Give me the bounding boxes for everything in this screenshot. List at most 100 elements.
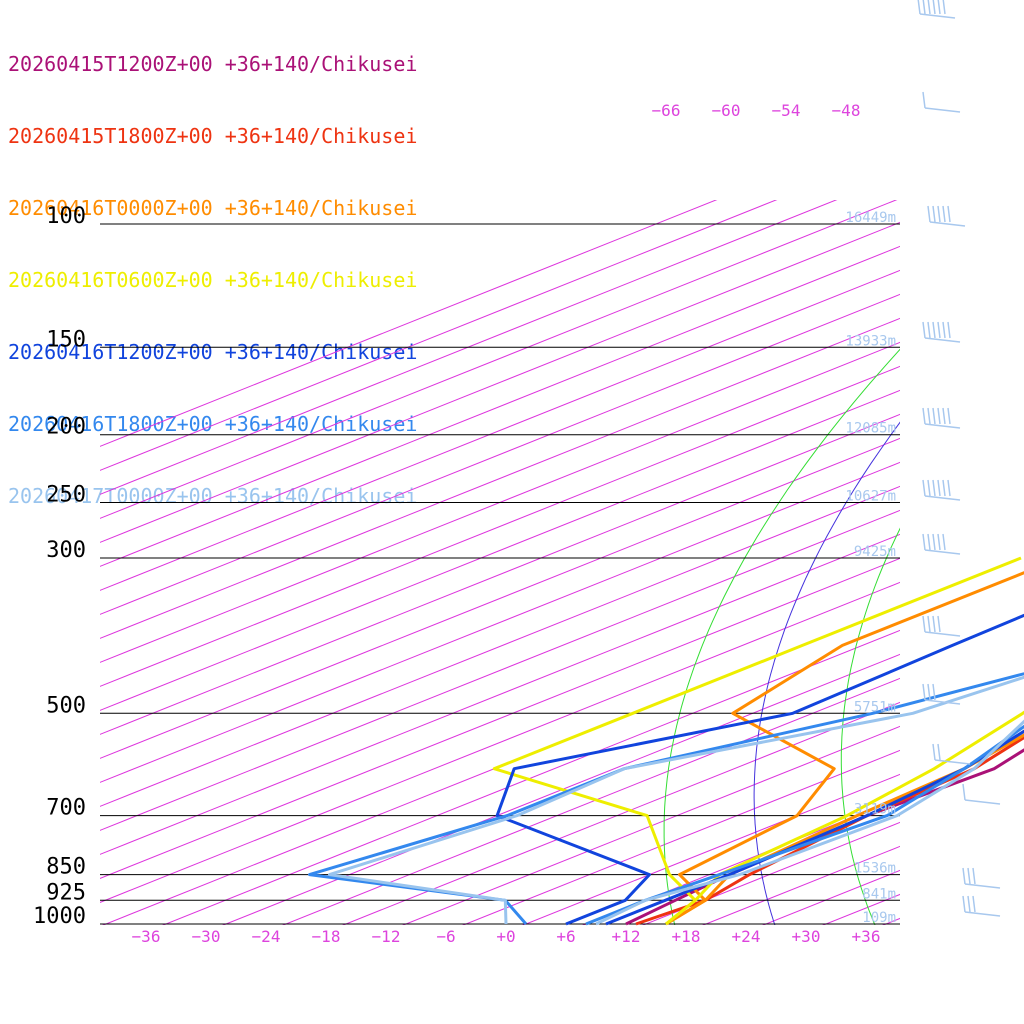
pressure-label: 850: [46, 855, 86, 880]
isotherm-line: [162, 629, 900, 925]
dewpoint-trace-7: [328, 675, 1024, 925]
isotherm-line: [100, 200, 778, 471]
wind-barb: [922, 321, 961, 343]
wind-barbs: [917, 0, 1001, 917]
isotherm-line: [222, 653, 900, 925]
isotherm-line: [100, 365, 900, 687]
height-label: 3119m: [854, 802, 896, 818]
isotherm-line: [462, 749, 900, 925]
height-label: 9425m: [854, 544, 896, 560]
temperature-tick-label: +24: [732, 927, 761, 946]
isotherm-line: [100, 389, 900, 711]
pressure-label: 150: [46, 327, 86, 352]
legend-entry-1: 20260415T1200Z+00 +36+140/Chikusei: [8, 52, 418, 76]
temperature-trace-3: [665, 733, 1024, 926]
isotherm-line: [100, 200, 838, 495]
temperature-tick-label: +18: [672, 927, 701, 946]
legend-entry-3: 20260416T0000Z+00 +36+140/Chikusei: [8, 196, 418, 220]
isotherm-line: [100, 533, 900, 855]
temperature-tick-label: −24: [252, 927, 281, 946]
wind-barb: [922, 91, 961, 113]
wind-barb: [922, 479, 961, 501]
isotherm-line: [100, 200, 718, 447]
height-label: 12085m: [845, 421, 896, 437]
legend-entry-2: 20260415T1800Z+00 +36+140/Chikusei: [8, 124, 418, 148]
height-label: 16449m: [845, 210, 896, 226]
temperature-tick-label: +30: [792, 927, 821, 946]
temperature-trace-6: [585, 724, 1024, 926]
isotherm-line: [100, 581, 900, 903]
upper-temperature-label: −48: [832, 101, 861, 120]
pressure-label: 300: [46, 538, 86, 563]
temperature-tick-label: −36: [132, 927, 161, 946]
isotherm-line: [342, 701, 900, 925]
temperature-trace-2: [635, 735, 1024, 926]
legend: 20260415T1200Z+00 +36+140/Chikusei 20260…: [8, 4, 417, 532]
temperature-tick-label: +36: [852, 927, 881, 946]
temperature-tick-label: +6: [556, 927, 575, 946]
dewpoint-trace-3: [665, 571, 1024, 926]
temperature-trace-7: [595, 719, 1024, 926]
pressure-label: 100: [46, 204, 86, 229]
isotherm-line: [100, 509, 900, 831]
height-label: 5751m: [854, 699, 896, 715]
legend-entry-6: 20260416T1800Z+00 +36+140/Chikusei: [8, 412, 418, 436]
height-label: 1536m: [854, 861, 896, 877]
temperature-tick-label: −12: [372, 927, 401, 946]
pressure-label: 1000: [33, 904, 86, 929]
isotherm-line: [402, 725, 900, 925]
isotherm-line: [582, 797, 900, 925]
height-label: 841m: [862, 886, 896, 902]
isotherm-line: [100, 413, 900, 735]
pressure-label: 500: [46, 693, 86, 718]
pressure-label: 925: [46, 880, 86, 905]
isotherm-line: [100, 557, 900, 879]
legend-entry-7: 20260417T0000Z+00 +36+140/Chikusei: [8, 484, 418, 508]
dry-adiabat-line: [926, 192, 1024, 939]
isotherms: [100, 200, 900, 925]
isotherm-line: [100, 461, 900, 783]
wind-barb: [922, 683, 961, 705]
pressure-label: 250: [46, 483, 86, 508]
temperature-trace-5: [605, 729, 1024, 926]
isotherm-line: [282, 677, 900, 925]
dewpoint-trace-5: [495, 613, 1024, 926]
isotherm-line: [522, 773, 900, 925]
upper-temperature-label: −54: [772, 101, 801, 120]
moist-adiabat-line: [1007, 192, 1024, 939]
isotherm-line: [100, 485, 900, 807]
isotherm-line: [100, 341, 900, 663]
sounding-traces: [308, 556, 1024, 926]
temperature-tick-label: −30: [192, 927, 221, 946]
isotherm-line: [100, 317, 900, 639]
isotherm-line: [100, 200, 898, 519]
temperature-tick-label: +12: [612, 927, 641, 946]
wind-barb: [962, 783, 1001, 805]
height-label: 109m: [862, 910, 896, 926]
wind-barb: [917, 0, 956, 19]
upper-temperature-label: −66: [652, 101, 681, 120]
axis-labels: 100 16449m 150 13933m 200 12085m 250 10627m 300 9…: [33, 101, 896, 946]
temperature-tick-label: −6: [436, 927, 455, 946]
legend-entry-5: 20260416T1200Z+00 +36+140/Chikusei: [8, 340, 418, 364]
wind-barb: [962, 867, 1001, 889]
isotherm-line: [100, 269, 900, 591]
isotherm-line: [100, 245, 900, 567]
moist-adiabat-line: [840, 527, 900, 925]
temperature-tick-label: −18: [312, 927, 341, 946]
isotherm-line: [100, 437, 900, 759]
isotherm-line: [100, 221, 900, 543]
pressure-label: 700: [46, 796, 86, 821]
upper-temperature-label: −60: [712, 101, 741, 120]
height-label: 13933m: [845, 333, 896, 349]
pressure-label: 200: [46, 415, 86, 440]
wind-barb: [922, 615, 961, 637]
wind-barb: [922, 407, 961, 429]
wind-barb: [932, 743, 971, 765]
temperature-trace-4: [665, 710, 1024, 926]
isotherm-line: [100, 293, 900, 615]
legend-entry-4: 20260416T0600Z+00 +36+140/Chikusei: [8, 268, 418, 292]
isotherm-line: [102, 605, 900, 925]
wind-barb: [922, 533, 961, 555]
